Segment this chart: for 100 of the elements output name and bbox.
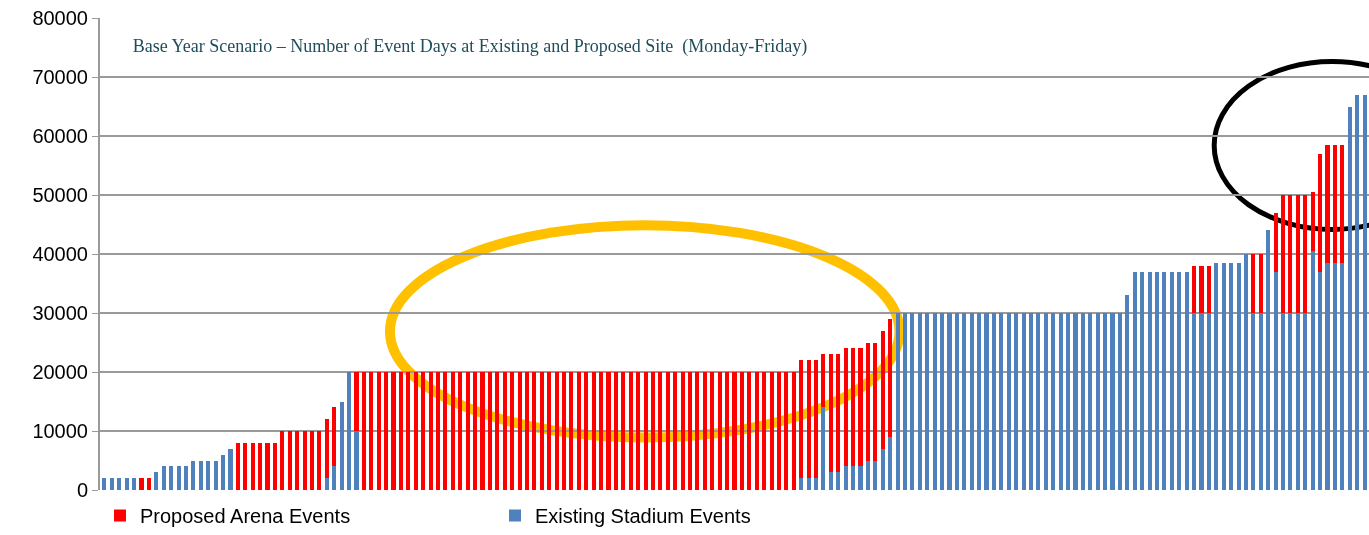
- bar: [1310, 251, 1315, 490]
- bar: [673, 372, 678, 490]
- legend-label: Existing Stadium Events: [535, 505, 751, 528]
- bar: [413, 372, 418, 490]
- bar: [1043, 313, 1048, 490]
- bar: [1303, 313, 1308, 490]
- bar: [665, 372, 670, 490]
- bar: [799, 478, 804, 490]
- bar: [1036, 313, 1041, 490]
- bar: [1340, 144, 1345, 263]
- y-tick-label: 80000: [32, 7, 88, 29]
- bar: [1169, 271, 1174, 490]
- bar: [791, 372, 796, 490]
- bar: [554, 372, 559, 490]
- y-tick-label: 60000: [32, 125, 88, 147]
- bar: [361, 372, 366, 490]
- bar: [1051, 313, 1056, 490]
- bar: [1177, 271, 1182, 490]
- bar: [873, 460, 878, 490]
- bar: [569, 372, 574, 490]
- bar: [1251, 313, 1256, 490]
- bar: [902, 313, 908, 490]
- bar: [324, 478, 329, 490]
- bar: [1066, 313, 1071, 490]
- bar: [806, 360, 811, 479]
- y-tick-label: 30000: [32, 302, 88, 324]
- bar: [769, 372, 774, 490]
- bar: [1332, 144, 1337, 263]
- y-tick-label: 70000: [32, 66, 88, 88]
- bar: [739, 372, 744, 490]
- bar: [295, 431, 300, 490]
- bar: [1258, 313, 1263, 490]
- bar: [132, 478, 137, 490]
- bar: [932, 313, 937, 490]
- bar: [1103, 313, 1108, 490]
- bar: [243, 442, 248, 490]
- bar: [784, 372, 789, 490]
- bar: [354, 431, 359, 490]
- bar: [695, 372, 700, 490]
- bar: [1184, 271, 1189, 490]
- bar: [369, 372, 374, 490]
- bar: [398, 372, 403, 490]
- bar: [272, 442, 277, 490]
- bar: [1088, 313, 1093, 490]
- bar: [421, 372, 426, 490]
- bar: [643, 372, 648, 490]
- bar: [1132, 271, 1137, 490]
- bar: [1347, 106, 1352, 490]
- bar: [176, 466, 181, 490]
- bar: [324, 419, 329, 479]
- bar: [1147, 271, 1152, 490]
- bar: [910, 313, 915, 490]
- bar: [1273, 212, 1278, 272]
- bar: [1206, 265, 1211, 313]
- bar: [843, 466, 848, 490]
- y-tick-label: 10000: [32, 420, 88, 442]
- y-tick-label: 50000: [32, 184, 88, 206]
- bar: [450, 372, 455, 490]
- bar: [599, 372, 604, 490]
- bar: [146, 478, 151, 490]
- bar: [1199, 265, 1204, 313]
- bar: [406, 372, 411, 490]
- bar: [851, 466, 856, 490]
- y-tick-label: 40000: [32, 243, 88, 265]
- bar: [465, 372, 470, 490]
- bar: [1355, 94, 1360, 490]
- bar: [547, 372, 552, 490]
- bar: [710, 372, 715, 490]
- bar: [851, 348, 856, 467]
- bar: [1058, 313, 1063, 490]
- bar: [584, 372, 589, 490]
- bar: [191, 460, 196, 490]
- bar: [183, 466, 189, 490]
- bar: [309, 431, 315, 490]
- bar: [776, 372, 782, 490]
- bar: [1028, 313, 1034, 490]
- bar: [1258, 254, 1263, 313]
- bar: [762, 372, 767, 490]
- bar: [495, 372, 500, 490]
- bar: [650, 372, 655, 490]
- bar: [814, 478, 819, 490]
- bar: [1110, 313, 1115, 490]
- text: Base Year Scenario – Number of Event Days at Existing and Proposed Site (Monday-Friday): [132, 36, 808, 58]
- bar: [532, 372, 537, 490]
- bar: [702, 372, 707, 490]
- bar: [1199, 313, 1204, 490]
- bar: [1140, 271, 1145, 490]
- bar: [1273, 271, 1278, 490]
- bar: [458, 372, 463, 490]
- bar: [443, 372, 448, 490]
- bar: [754, 372, 759, 490]
- bar: [1192, 265, 1197, 313]
- bar: [1325, 144, 1330, 263]
- y-tick-label: 0: [76, 479, 88, 501]
- bar: [1117, 313, 1122, 490]
- bar: [1303, 195, 1308, 313]
- bar: [1251, 254, 1256, 313]
- bar: [1006, 313, 1011, 490]
- bar: [591, 372, 596, 490]
- bar: [969, 313, 974, 490]
